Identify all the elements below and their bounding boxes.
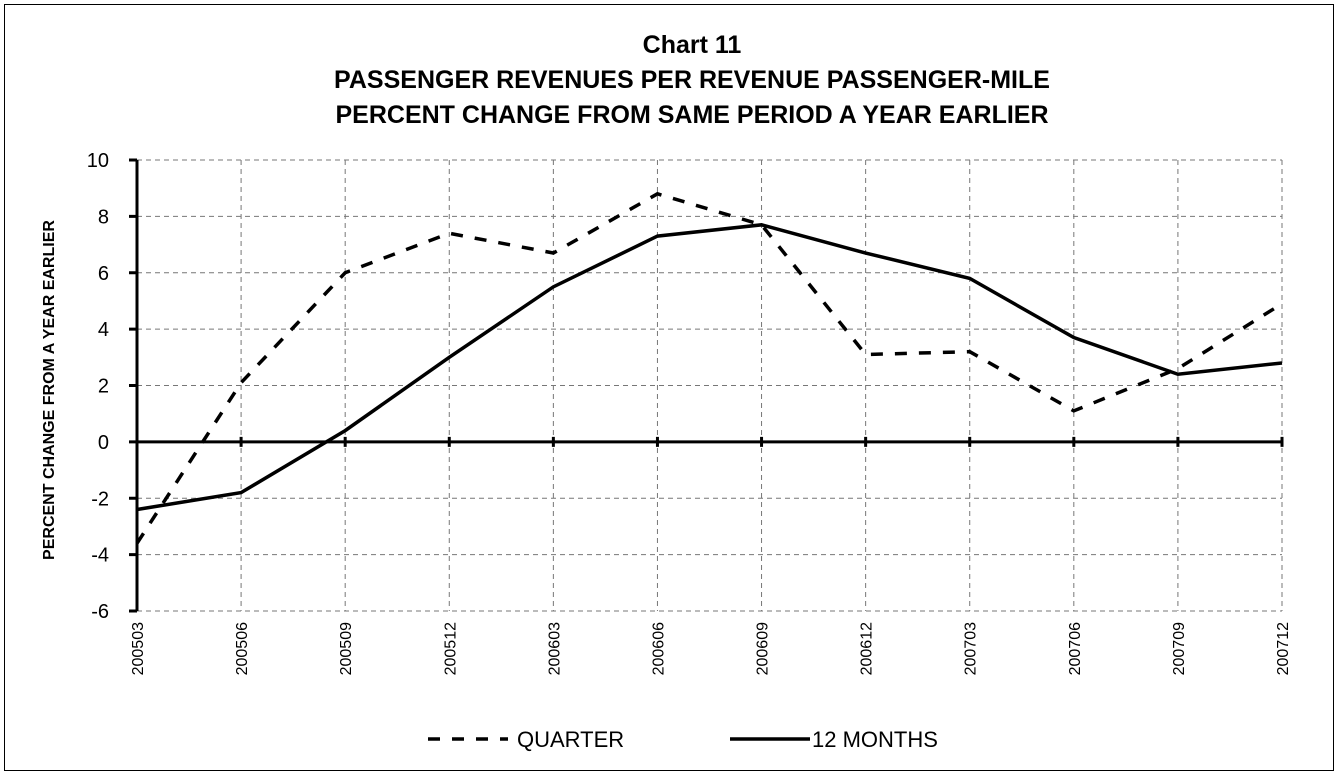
y-tick-label: 2 bbox=[98, 376, 109, 398]
chart-frame bbox=[4, 4, 1334, 771]
x-tick-label: 200512 bbox=[442, 622, 459, 675]
x-tick-label: 200603 bbox=[546, 622, 563, 675]
legend-label: QUARTER bbox=[517, 727, 624, 752]
y-tick-label: 4 bbox=[98, 319, 109, 341]
x-tick-label: 200609 bbox=[755, 622, 772, 675]
x-tick-label: 200612 bbox=[859, 622, 876, 675]
x-tick-label: 200509 bbox=[338, 622, 355, 675]
series-line bbox=[136, 223, 1283, 512]
x-tick-label: 200706 bbox=[1067, 622, 1084, 675]
y-tick-label: 8 bbox=[98, 206, 109, 228]
x-tick-label: 200703 bbox=[963, 622, 980, 675]
y-axis-label: PERCENT CHANGE FROM A YEAR EARLIER bbox=[41, 220, 58, 560]
y-tick-label: -4 bbox=[91, 545, 109, 567]
chart-title: Chart 11 bbox=[643, 31, 742, 59]
y-tick-label: 0 bbox=[98, 432, 109, 454]
series-line bbox=[135, 191, 1283, 545]
y-tick-label: -2 bbox=[91, 488, 109, 510]
y-tick-label: 6 bbox=[98, 263, 109, 285]
x-tick-label: 200606 bbox=[650, 622, 667, 675]
chart-title: PERCENT CHANGE FROM SAME PERIOD A YEAR E… bbox=[335, 101, 1048, 129]
x-tick-label: 200503 bbox=[130, 622, 147, 675]
x-tick-label: 200709 bbox=[1171, 622, 1188, 675]
y-tick-label: -6 bbox=[91, 601, 109, 623]
x-tick-label: 200712 bbox=[1275, 622, 1292, 675]
y-tick-label: 10 bbox=[87, 150, 109, 172]
x-tick-label: 200506 bbox=[234, 622, 251, 675]
chart-title: PASSENGER REVENUES PER REVENUE PASSENGER… bbox=[334, 66, 1050, 94]
legend-label: 12 MONTHS bbox=[812, 727, 938, 752]
